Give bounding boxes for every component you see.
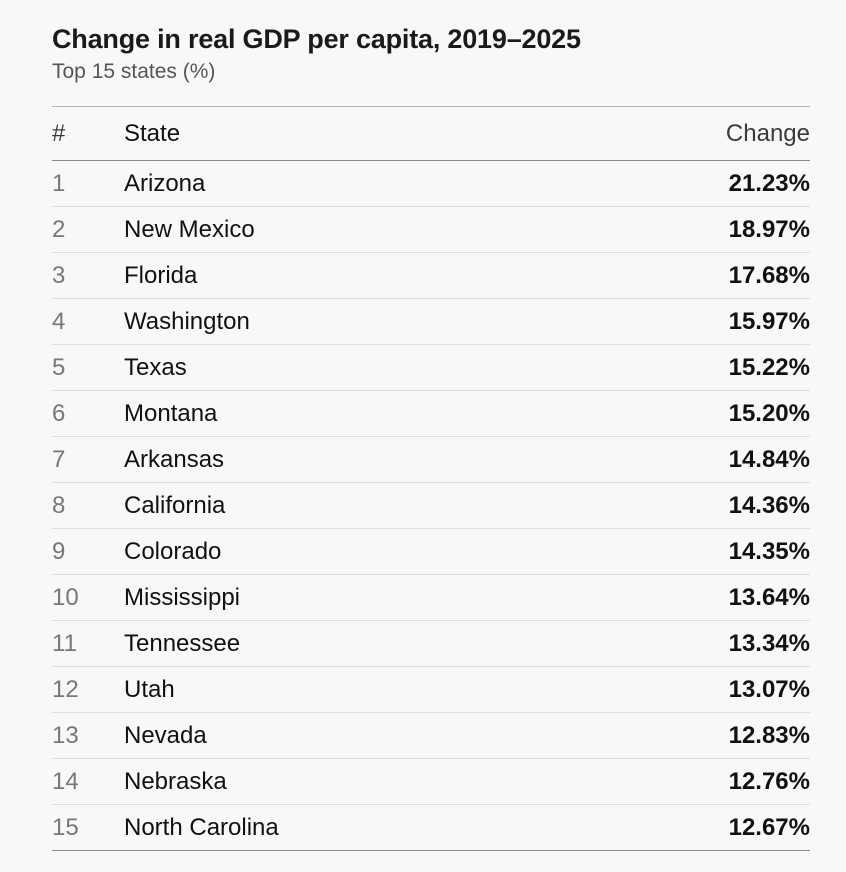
rank-cell: 7 [52, 436, 124, 483]
table-chart: Change in real GDP per capita, 2019–2025… [52, 22, 810, 851]
rank-cell: 4 [52, 298, 124, 345]
chart-subtitle: Top 15 states (%) [52, 60, 216, 83]
change-cell: 12.83% [610, 712, 810, 759]
rank-cell: 12 [52, 666, 124, 713]
table-row: 12 Utah 13.07% [52, 666, 810, 713]
state-cell: Nebraska [124, 758, 610, 805]
change-cell: 18.97% [610, 206, 810, 253]
state-cell: Arizona [124, 169, 206, 197]
table-row: 15 North Carolina 12.67% [52, 804, 810, 851]
table-row: 10 Mississippi 13.64% [52, 574, 810, 621]
rank-cell: 14 [52, 758, 124, 805]
change-cell: 13.34% [610, 620, 810, 667]
change-cell: 14.35% [610, 528, 810, 575]
chart-title: Change in real GDP per capita, 2019–2025 [52, 24, 581, 54]
change-cell: 13.64% [610, 574, 810, 621]
table-row: 9 Colorado 14.35% [52, 528, 810, 575]
state-cell: Arkansas [124, 436, 610, 483]
state-cell: Nevada [124, 712, 610, 759]
table-row: 4 Washington 15.97% [52, 298, 810, 345]
change-cell: 14.36% [610, 482, 810, 529]
rank-cell: 13 [52, 712, 124, 759]
rank-cell: 8 [52, 482, 124, 529]
table-row: 5 Texas 15.22% [52, 344, 810, 391]
column-header-rank: # [52, 106, 124, 161]
state-cell: Utah [124, 666, 610, 713]
change-cell: 12.76% [610, 758, 810, 805]
state-cell: Tennessee [124, 620, 610, 667]
change-cell: 13.07% [610, 666, 810, 713]
table-row: 1 Arizona 21.23% [52, 161, 810, 207]
state-cell: California [124, 482, 610, 529]
table-row: 7 Arkansas 14.84% [52, 436, 810, 483]
state-cell: Washington [124, 298, 610, 345]
table-row: 2 New Mexico 18.97% [52, 206, 810, 253]
data-table: # State Change 1 Arizona 21.23% 2 New Mexico… [52, 106, 810, 851]
change-cell: 15.97% [610, 298, 810, 345]
rank-cell: 11 [52, 620, 124, 667]
rank-cell: 10 [52, 574, 124, 621]
table-row: 13 Nevada 12.83% [52, 712, 810, 759]
state-cell: New Mexico [124, 206, 610, 253]
table-row: 14 Nebraska 12.76% [52, 758, 810, 805]
state-cell: Montana [124, 390, 610, 437]
rank-cell: 2 [52, 206, 124, 253]
change-cell: 15.20% [610, 390, 810, 437]
table-body: 1 Arizona 21.23% 2 New Mexico 18.97% 3 Florida 1… [52, 161, 810, 851]
change-cell: 12.67% [610, 804, 810, 851]
header-row: # State Change [52, 106, 810, 161]
change-cell: 17.68% [610, 252, 810, 299]
change-cell: 15.22% [610, 344, 810, 391]
column-header-change: Change [610, 106, 810, 161]
rank-cell: 9 [52, 528, 124, 575]
change-cell: 21.23% [728, 169, 810, 197]
table-row: 3 Florida 17.68% [52, 252, 810, 299]
state-cell: Florida [124, 252, 610, 299]
rank-cell: 1 [52, 169, 66, 197]
state-cell: Texas [124, 344, 610, 391]
column-header-state: State [124, 106, 610, 161]
change-cell: 14.84% [610, 436, 810, 483]
state-cell: North Carolina [124, 804, 610, 851]
table-row: 8 California 14.36% [52, 482, 810, 529]
table-row: 6 Montana 15.20% [52, 390, 810, 437]
state-cell: Mississippi [124, 574, 610, 621]
table-row: 11 Tennessee 13.34% [52, 620, 810, 667]
rank-cell: 15 [52, 804, 124, 851]
rank-cell: 5 [52, 344, 124, 391]
rank-cell: 6 [52, 390, 124, 437]
rank-cell: 3 [52, 252, 124, 299]
state-cell: Colorado [124, 528, 610, 575]
